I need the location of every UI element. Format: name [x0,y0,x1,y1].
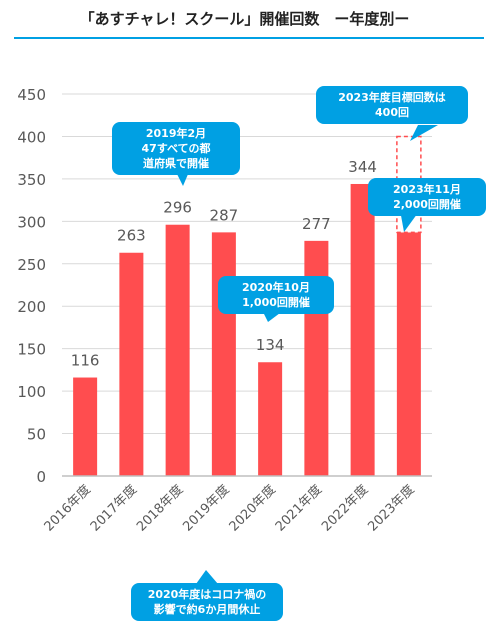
annotation-2023-2000-sessions: 2023年11月 2,000回開催 [368,178,486,216]
annotation-2020-covid-pause: 2020年度はコロナ禍の 影響で約6か月間休止 [131,583,283,621]
annotation-2023-target: 2023年度目標回数は 400回 [316,86,468,124]
y-tick-label: 150 [17,341,46,359]
bar [211,232,236,476]
data-label: 344 [348,158,377,176]
y-tick-label: 350 [17,171,46,189]
title-underline [14,37,484,39]
y-tick-label: 100 [17,383,46,401]
y-tick-label: 400 [17,128,46,146]
annotation-pointer-covid [196,570,218,584]
x-tick-label: 2016年度 [41,482,94,535]
bar [165,224,190,476]
annotation-pointer-target [410,125,438,141]
chart-title: 「あすチャレ！スクール」開催回数 ー年度別ー [79,10,410,28]
data-label: 263 [117,227,146,245]
x-tick-label: 2017年度 [87,482,140,535]
annotation-2020-1000-sessions: 2020年10月 1,000回開催 [218,276,334,314]
y-tick-label: 200 [17,298,46,316]
bar [396,232,421,476]
data-label: 287 [210,206,239,224]
data-label: 296 [163,199,192,217]
data-label: 134 [256,336,285,354]
y-tick-label: 300 [17,213,46,231]
y-tick-label: 50 [27,426,46,444]
bar [258,362,283,476]
x-tick-label: 2020年度 [226,482,279,535]
annotation-2019-all-prefectures: 2019年2月 47すべての都 道府県で開催 [112,122,240,175]
x-tick-label: 2023年度 [365,482,418,535]
bar [350,183,375,476]
x-tick-label: 2021年度 [272,482,325,535]
y-tick-label: 0 [36,468,46,486]
y-tick-label: 450 [17,86,46,104]
x-tick-label: 2022年度 [318,482,371,535]
x-tick-label: 2019年度 [180,482,233,535]
x-tick-label: 2018年度 [133,482,186,535]
data-label: 277 [302,215,331,233]
y-tick-label: 250 [17,256,46,274]
bar [73,377,98,476]
bar [119,252,144,476]
data-label: 116 [71,352,100,370]
